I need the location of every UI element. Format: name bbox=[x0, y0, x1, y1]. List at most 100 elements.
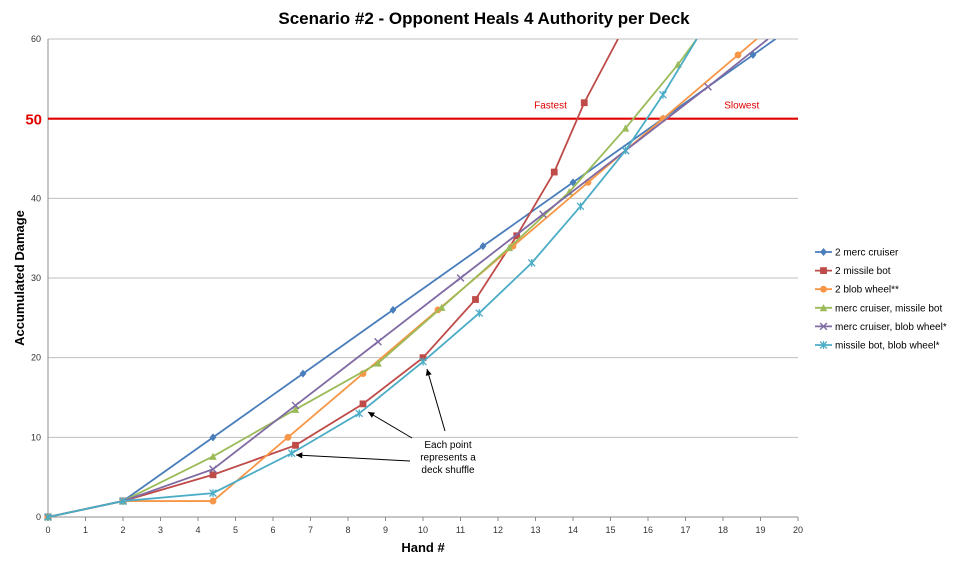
annotation-arrow-line bbox=[367, 411, 413, 439]
legend-item: missile bot, blob wheel* bbox=[815, 341, 940, 352]
y-tick-label: 20 bbox=[31, 353, 41, 363]
legend-swatch-marker bbox=[820, 267, 827, 274]
legend: 2 merc cruiser 2 missile bot 2 blob wheel*… bbox=[815, 248, 947, 352]
data-point bbox=[419, 354, 427, 362]
data-point bbox=[209, 497, 217, 505]
data-point bbox=[287, 449, 296, 458]
legend-item: merc cruiser, blob wheel* bbox=[815, 322, 947, 333]
x-tick-label: 7 bbox=[308, 525, 313, 535]
legend-label: 2 merc cruiser bbox=[835, 248, 899, 259]
data-point bbox=[209, 465, 217, 474]
x-tick-label: 16 bbox=[643, 525, 653, 535]
data-point bbox=[374, 337, 382, 346]
chart-title: Scenario #2 - Opponent Heals 4 Authority… bbox=[278, 9, 690, 28]
x-tick-label: 1 bbox=[83, 525, 88, 535]
reference-line-group: 50 Fastest Slowest bbox=[25, 101, 798, 129]
legend-label: merc cruiser, blob wheel* bbox=[835, 322, 947, 333]
series-group bbox=[44, 39, 777, 521]
x-tick-label: 13 bbox=[530, 525, 540, 535]
data-point bbox=[291, 401, 300, 410]
x-tick-label: 19 bbox=[755, 525, 765, 535]
reference-label-slowest: Slowest bbox=[724, 101, 759, 112]
x-tick-label: 10 bbox=[418, 525, 428, 535]
data-point bbox=[479, 242, 487, 251]
data-point bbox=[119, 497, 127, 505]
annotation-arrow-head bbox=[425, 369, 432, 376]
x-tick-label: 8 bbox=[345, 525, 350, 535]
legend-label: merc cruiser, missile bot bbox=[835, 303, 942, 314]
data-point bbox=[576, 202, 585, 211]
data-point bbox=[580, 99, 588, 107]
data-point bbox=[209, 471, 217, 479]
x-tick-label: 18 bbox=[718, 525, 728, 535]
reference-label-fastest: Fastest bbox=[534, 101, 567, 112]
legend-label: 2 blob wheel** bbox=[835, 285, 899, 296]
data-point bbox=[374, 359, 382, 367]
data-point bbox=[209, 489, 217, 497]
legend-swatch-marker bbox=[820, 285, 827, 293]
annotation-arrow-line bbox=[426, 368, 446, 432]
data-point bbox=[621, 124, 630, 132]
data-point bbox=[419, 357, 427, 366]
data-point bbox=[284, 433, 292, 441]
data-point bbox=[456, 274, 465, 282]
y-tick-label: 40 bbox=[31, 193, 41, 203]
x-tick-label: 6 bbox=[270, 525, 275, 535]
legend-swatch-marker bbox=[820, 248, 827, 256]
legend-swatch-marker bbox=[819, 341, 828, 349]
annotation-arrow-line bbox=[295, 454, 411, 462]
legend-item: merc cruiser, missile bot bbox=[815, 303, 942, 314]
legend-swatch-marker bbox=[819, 304, 828, 312]
data-point bbox=[209, 452, 217, 460]
x-tick-label: 17 bbox=[680, 525, 690, 535]
annotation-text: Each point bbox=[424, 440, 471, 451]
data-point bbox=[209, 433, 217, 442]
x-tick-label: 12 bbox=[493, 525, 503, 535]
series-1 bbox=[44, 39, 777, 521]
x-tick-label: 20 bbox=[793, 525, 803, 535]
x-tick-label: 15 bbox=[605, 525, 615, 535]
data-point bbox=[734, 51, 742, 59]
data-point bbox=[659, 90, 667, 99]
x-tick-label: 2 bbox=[120, 525, 125, 535]
y-axis-title: Accumulated Damage bbox=[12, 210, 27, 346]
x-tick-label: 11 bbox=[456, 525, 465, 535]
x-tick-label: 0 bbox=[45, 525, 50, 535]
data-point bbox=[44, 513, 52, 521]
legend-label: missile bot, blob wheel* bbox=[835, 341, 940, 352]
legend-label: 2 missile bot bbox=[835, 266, 891, 277]
annotation-text: represents a bbox=[420, 453, 476, 464]
data-point bbox=[475, 309, 484, 317]
data-point bbox=[539, 210, 547, 219]
x-axis-title: Hand # bbox=[401, 540, 445, 555]
data-point bbox=[621, 146, 630, 155]
data-point bbox=[569, 178, 577, 187]
x-tick-label: 9 bbox=[383, 525, 388, 535]
annotation-arrow-head bbox=[296, 452, 303, 459]
series-4 bbox=[44, 39, 698, 521]
data-point bbox=[389, 305, 397, 314]
legend-item: 2 merc cruiser bbox=[815, 248, 899, 259]
data-point bbox=[437, 303, 446, 311]
data-point bbox=[292, 441, 299, 449]
y-tick-label: 30 bbox=[31, 273, 41, 283]
series-line bbox=[47, 39, 698, 518]
data-point bbox=[527, 258, 536, 267]
annotation-arrow-head bbox=[368, 412, 375, 418]
legend-item: 2 missile bot bbox=[815, 266, 891, 277]
data-point bbox=[513, 232, 521, 240]
data-point bbox=[505, 243, 514, 252]
data-point bbox=[472, 296, 479, 303]
series-clip-group bbox=[44, 39, 777, 521]
data-point bbox=[299, 369, 307, 378]
x-tick-label: 3 bbox=[158, 525, 163, 535]
series-6 bbox=[44, 39, 698, 521]
series-3 bbox=[44, 39, 758, 521]
series-2 bbox=[44, 39, 619, 521]
y-tick-label: 0 bbox=[36, 512, 41, 522]
data-point bbox=[704, 82, 712, 91]
reference-line-value: 50 bbox=[25, 112, 42, 129]
annotation-text: deck shuffle bbox=[421, 465, 475, 476]
